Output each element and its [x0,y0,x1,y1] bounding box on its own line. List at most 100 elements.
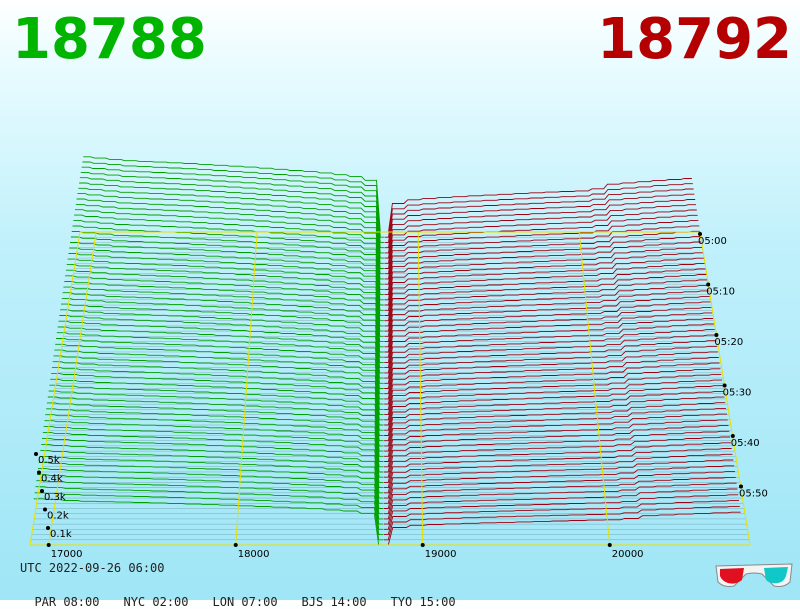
bid-depth-line [36,480,384,530]
ask-depth-line [383,476,736,515]
ask-depth-line [384,241,702,296]
bid-depth-line [64,281,384,353]
bid-depth-line [77,193,384,269]
bid-depth-line [82,161,384,238]
ask-depth-line [384,178,692,233]
price-tick-mark [233,543,238,547]
ask-depth-line [384,220,699,275]
bid-depth-line [33,498,384,546]
ask-depth-line [384,204,696,259]
ask-depth-line [384,379,722,426]
timezone-list: PAR 08:00 NYC 02:00 LON 07:00 BJS 14:00 TYO … [20,581,480,609]
bid-depth-line [44,420,384,478]
ask-depth-line [384,318,714,369]
ask-depth-line [384,295,710,348]
ask-depth-line [384,199,696,254]
timezone-item: LON 07:00 [212,595,278,609]
bid-depth-line [76,198,384,275]
ask-depth-line [384,284,709,337]
ask-depth-line [384,246,703,301]
bid-depth-line [58,320,384,389]
bid-depth-line [37,468,384,520]
ask-depth-line [384,396,725,442]
bid-depth-line [41,444,384,499]
bid-depth-line [51,372,384,436]
bid-depth-line [55,343,384,410]
price-gridline [235,231,258,546]
price-tick-label: 20000 [612,549,644,560]
bid-depth-line [65,269,384,343]
ask-depth-line [384,459,734,499]
bid-depth-line [47,396,384,457]
bid-depth-line [50,378,384,442]
bid-depth-line [79,177,384,254]
bid-depth-line [54,349,384,416]
chart-frame [29,231,751,546]
bid-depth-line [71,231,384,306]
volume-tick-mark [46,526,50,530]
bid-depth-line [42,438,384,494]
bid-depth-line [48,390,384,452]
price-tick-mark [420,543,425,547]
bid-depth-line [56,332,384,400]
chart-ticks: 17000 18000 19000 20000 0.1k 0.2k 0.3k 0.4k 0.5k… [34,232,768,560]
bid-depth-line [46,408,384,468]
ask-depth-line [384,183,693,238]
ask-depth-line [384,340,717,389]
ask-depth-line [384,425,729,468]
time-tick-mark [698,232,702,236]
ask-depth-line [384,390,724,436]
volume-tick-label: 0.3k [44,492,66,503]
bid-depth-line [51,367,384,431]
bid-depth-line [66,264,384,337]
bid-depth-line [70,242,384,316]
bid-depth-line [61,303,384,374]
timezone-item: TYO 15:00 [390,595,456,609]
price-gridline [417,231,424,546]
bid-depth-line [68,253,384,327]
volume-tick-label: 0.4k [41,474,63,485]
bid-depth-line [75,203,384,280]
bid-depth-line [46,402,384,462]
time-tick-label: 05:30 [723,388,752,399]
ask-depth-line [384,448,732,489]
frame-outline [29,231,751,546]
ask-depth-line [384,442,731,483]
bid-depth-line [60,309,384,379]
timezone-item: PAR 08:00 [34,595,100,609]
ask-depth-line [384,334,716,384]
ask-depth-series [383,178,741,546]
ask-depth-line [384,373,722,421]
time-tick-mark [730,434,735,438]
ask-depth-line [384,385,723,431]
ask-depth-line [384,402,726,447]
3d-glasses-icon[interactable] [714,560,794,590]
ask-depth-line [384,407,726,452]
bid-price: 18788 [12,7,207,72]
bid-depth-line [40,450,384,504]
price-tick-label: 19000 [425,549,457,560]
time-tick-label: 05:20 [714,337,743,348]
bid-depth-line [61,297,384,369]
bid-depth-line [53,355,384,421]
time-tick-mark [706,282,711,287]
utc-time: UTC 2022-09-26 06:00 [20,561,165,575]
bid-depth-line [78,187,384,264]
ask-depth-line [384,329,715,379]
ask-price: 18792 [597,7,792,72]
price-gridline [48,231,97,546]
bid-depth-line [38,462,384,515]
bid-depth-line [63,286,384,358]
timezone-item: NYC 02:00 [123,595,189,609]
bid-depth-line [34,492,384,541]
ask-depth-line [384,419,728,462]
bid-depth-line [67,258,384,332]
bid-depth-line [69,247,384,322]
ask-depth-line [384,268,706,322]
ask-depth-line [384,279,708,332]
time-tick-label: 05:00 [698,236,727,247]
ask-depth-line [384,368,721,416]
ask-depth-line [383,471,735,509]
time-tick-mark [714,333,719,337]
ask-depth-line [384,236,701,290]
